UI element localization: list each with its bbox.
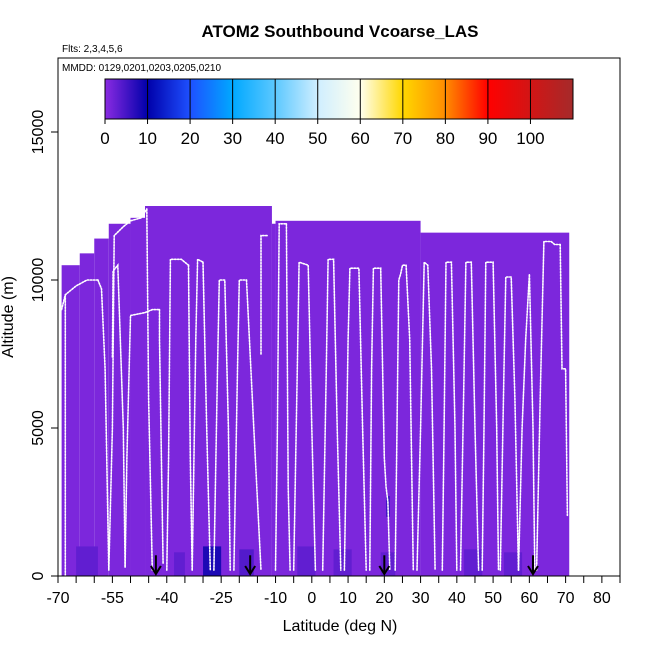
x-axis-label: Latitude (deg N) [283,618,398,635]
colorbar-tick-label: 0 [100,129,109,148]
x-tick-label: 10 [339,590,357,607]
x-tick-label: 50 [484,590,502,607]
flight-track [559,243,569,518]
colorbar-tick-label: 60 [351,129,370,148]
y-tick-label: 0 [30,571,47,580]
flight-track [368,267,391,571]
down-arrow-marker [378,555,391,576]
colorbar-tick-label: 70 [393,129,412,148]
x-tick-label: -25 [210,590,233,607]
colorbar: 0 10 20 30 40 50 60 70 80 90 100 [100,78,574,148]
heatmap-cell [297,546,316,576]
x-tick-label: -40 [155,590,178,607]
flight-track [202,261,212,571]
down-arrow-marker [527,555,539,576]
heatmap-cell [271,223,276,576]
flight-track [166,258,190,571]
heatmap-cell [94,238,109,576]
flight-track [285,223,291,571]
x-tick-label: -70 [46,590,69,607]
flight-track [124,308,161,568]
heatmap-cell [203,546,222,576]
x-tick-label: 30 [412,590,430,607]
flight-track [245,279,262,571]
flight-track [158,308,164,566]
y-axis: 0 5000 10000 15000 [30,110,58,580]
down-arrow-marker [150,555,162,576]
colorbar-tick-label: 80 [436,129,455,148]
x-tick-label: 60 [520,590,538,607]
flight-track [459,261,480,571]
flight-track [394,264,415,571]
flight-track [343,267,368,571]
x-tick-label: 70 [557,590,575,607]
flight-track [187,264,193,571]
dates-note: MMDD: 0129,0201,0203,0205,0210 [62,63,221,74]
x-tick-label: -55 [101,590,124,607]
flight-tracks [60,208,569,577]
colorbar-gradient [104,78,574,120]
x-tick-label: 80 [593,590,611,607]
heatmap-cell [108,223,131,576]
flight-track [321,258,342,571]
flight-track [97,279,110,571]
flight-track [517,274,536,571]
flight-track [292,261,317,571]
y-tick-label: 5000 [30,410,47,446]
flight-track [111,263,126,568]
heatmap-cell [464,549,483,576]
colorbar-tick-label: 20 [181,129,200,148]
flight-track [213,279,231,571]
x-axis: -70 -55 -40 -25 -10 0 10 20 30 40 50 60 70 80 [46,576,621,607]
flight-track [499,276,520,571]
down-arrow-marker [244,555,257,576]
flight-track [108,208,148,571]
x-tick-label: -10 [264,590,287,607]
colorbar-tick-label: 30 [223,129,242,148]
y-tick-label: 15000 [30,110,47,155]
colorbar-tick-label: 90 [478,129,497,148]
colorbar-ticks: 0 10 20 30 40 50 60 70 80 90 100 [100,119,545,148]
x-tick-label: 40 [448,590,466,607]
flight-track [60,279,99,311]
colorbar-tick-label: 10 [138,129,157,148]
colorbar-tick-label: 40 [266,129,285,148]
surface-markers [150,555,539,576]
heatmap-cell [275,220,421,577]
heatmap-cell [333,549,352,576]
flight-track [191,257,204,571]
flight-track [441,261,458,571]
colorbar-tick-label: 50 [308,129,327,148]
heatmap-cell [130,217,146,576]
flight-track [416,260,436,571]
flights-note: Flts: 2,3,4,5,6 [62,44,123,55]
x-tick-label: 0 [307,590,316,607]
colorbar-divisions [147,79,531,119]
flight-track [481,261,500,571]
heatmap-cell [61,265,80,576]
flight-track [535,240,562,571]
chart-title: ATOM2 Southbound Vcoarse_LAS [201,22,478,41]
y-axis-label: Altitude (m) [0,276,17,358]
flight-track [146,208,154,571]
plot-frame [57,57,621,577]
heatmap-cell [76,546,98,576]
flight-track [260,234,270,355]
colorbar-tick-label: 100 [516,129,544,148]
heatmap-cell [174,552,185,576]
y-tick-label: 10000 [30,258,47,303]
heatmap-cell [79,253,95,577]
flight-track [233,279,248,571]
x-tick-label: 20 [375,590,393,607]
flight-track [274,223,288,571]
